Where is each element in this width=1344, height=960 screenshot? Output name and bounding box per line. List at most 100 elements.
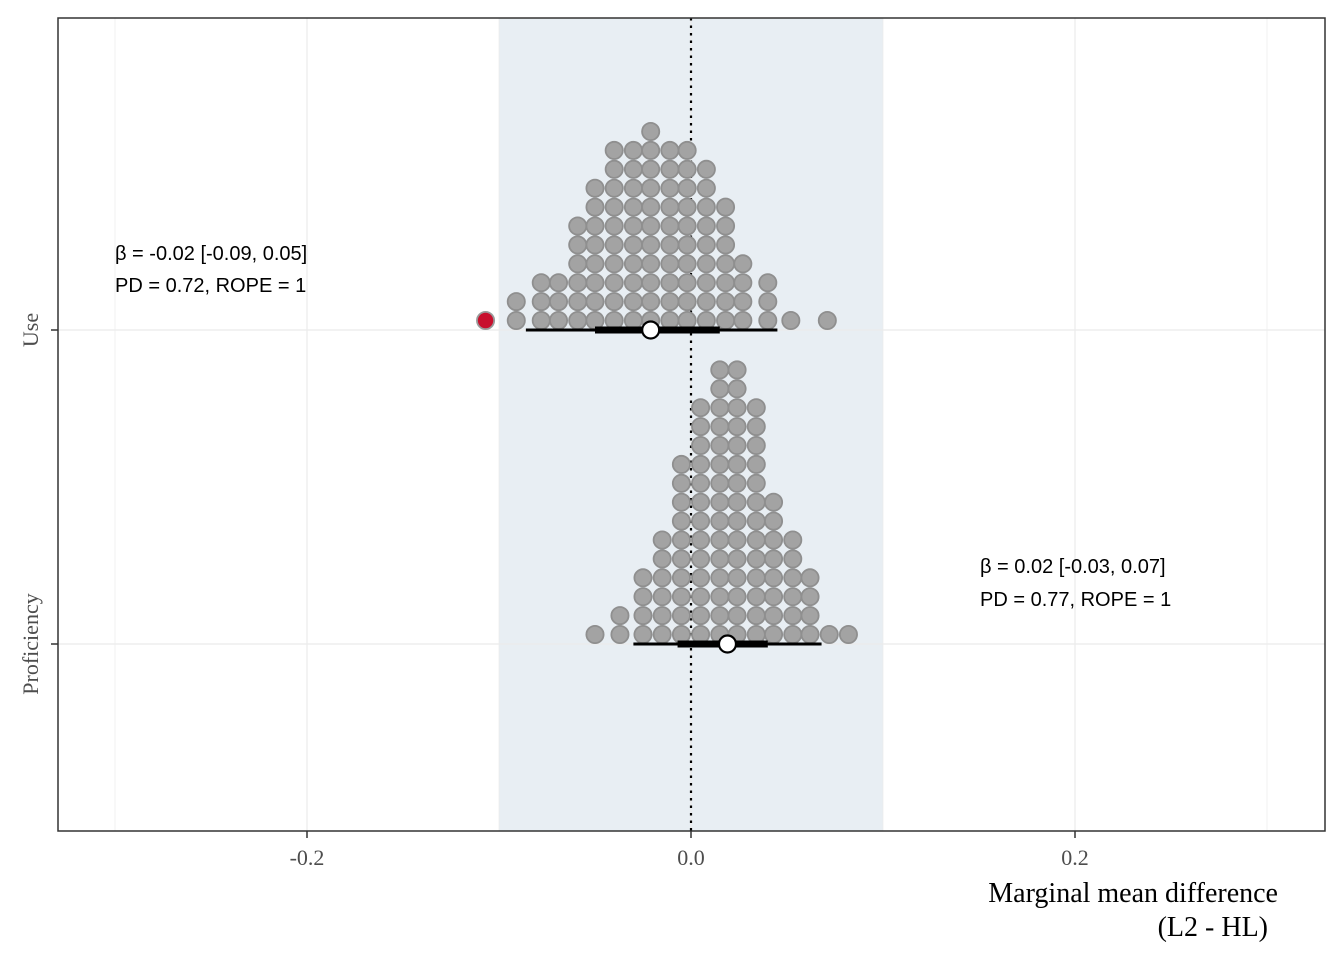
proficiency-dot	[727, 587, 747, 607]
use-dot	[568, 273, 588, 293]
proficiency-dot	[671, 587, 691, 607]
proficiency-dot	[652, 549, 672, 569]
use-dot	[623, 159, 643, 179]
proficiency-dot	[691, 549, 711, 569]
use-dot	[716, 235, 736, 255]
use-dot	[604, 178, 624, 198]
proficiency-dot	[671, 568, 691, 588]
use-dot	[733, 310, 753, 330]
y-category-label-use: Use	[18, 313, 43, 347]
proficiency-dot	[633, 625, 653, 645]
proficiency-dot	[746, 568, 766, 588]
use-dot	[696, 292, 716, 312]
use-dot	[585, 254, 605, 274]
proficiency-dot	[691, 398, 711, 418]
use-dot	[696, 178, 716, 198]
use-dot	[758, 310, 778, 330]
proficiency-dot	[800, 568, 820, 588]
use-dot	[696, 197, 716, 217]
proficiency-dot	[746, 530, 766, 550]
use-dot	[604, 216, 624, 236]
use-dot	[716, 216, 736, 236]
proficiency-dot	[652, 606, 672, 626]
use-dot	[641, 178, 661, 198]
use-dot	[585, 235, 605, 255]
proficiency-dot	[727, 398, 747, 418]
use-dot	[604, 273, 624, 293]
proficiency-dot	[727, 379, 747, 399]
use-dot	[641, 254, 661, 274]
use-dot	[506, 310, 526, 330]
proficiency-dot	[800, 625, 820, 645]
proficiency-dot	[783, 606, 803, 626]
proficiency-dot	[746, 435, 766, 455]
use-dot	[641, 235, 661, 255]
proficiency-dot	[746, 454, 766, 474]
proficiency-dot	[783, 530, 803, 550]
use-dot	[817, 310, 837, 330]
use-dot	[623, 140, 643, 160]
use-dot	[585, 178, 605, 198]
proficiency-dot	[727, 435, 747, 455]
use-dot	[660, 216, 680, 236]
proficiency-dot	[671, 454, 691, 474]
use-dot	[568, 254, 588, 274]
proficiency-dot	[710, 606, 730, 626]
use-dot	[568, 235, 588, 255]
use-dot	[549, 292, 569, 312]
proficiency-dot	[691, 454, 711, 474]
use-dot	[677, 197, 697, 217]
use-dot	[716, 197, 736, 217]
use-dot	[716, 273, 736, 293]
proficiency-dot	[610, 625, 630, 645]
proficiency-dot	[746, 473, 766, 493]
proficiency-dot	[691, 568, 711, 588]
proficiency-dot	[691, 587, 711, 607]
use-dot	[660, 254, 680, 274]
use-dot	[733, 273, 753, 293]
use-dot	[641, 197, 661, 217]
proficiency-dot	[710, 492, 730, 512]
proficiency-dot	[691, 530, 711, 550]
proficiency-dot	[783, 568, 803, 588]
proficiency-dot	[610, 606, 630, 626]
use-dot	[623, 235, 643, 255]
proficiency-dot	[727, 568, 747, 588]
proficiency-annotation-line2: PD = 0.77, ROPE = 1	[980, 589, 1171, 611]
proficiency-dot	[746, 492, 766, 512]
proficiency-dot	[727, 473, 747, 493]
use-dot	[604, 292, 624, 312]
proficiency-dot	[710, 360, 730, 380]
proficiency-dot	[710, 473, 730, 493]
use-dot	[677, 140, 697, 160]
use-dot	[623, 273, 643, 293]
use-dot	[716, 254, 736, 274]
proficiency-dot	[746, 587, 766, 607]
y-category-label-proficiency: Proficiency	[18, 593, 43, 694]
proficiency-dot	[652, 530, 672, 550]
use-dot	[677, 235, 697, 255]
use-dot	[716, 292, 736, 312]
use-dot	[696, 273, 716, 293]
proficiency-dot	[727, 511, 747, 531]
use-dot	[677, 254, 697, 274]
use-dot	[733, 292, 753, 312]
use-dot	[531, 310, 551, 330]
use-dot	[585, 273, 605, 293]
use-dot	[623, 178, 643, 198]
proficiency-dot	[800, 587, 820, 607]
proficiency-dot	[585, 625, 605, 645]
use-dot	[568, 310, 588, 330]
use-dot	[585, 216, 605, 236]
use-point-estimate	[641, 320, 661, 340]
proficiency-dot	[671, 549, 691, 569]
proficiency-dot	[727, 606, 747, 626]
proficiency-dot	[671, 530, 691, 550]
proficiency-dot	[764, 568, 784, 588]
proficiency-dot	[710, 549, 730, 569]
x-axis-title-line1: Marginal mean difference	[988, 878, 1278, 909]
use-dot	[660, 235, 680, 255]
use-dot	[604, 197, 624, 217]
use-dot	[696, 159, 716, 179]
